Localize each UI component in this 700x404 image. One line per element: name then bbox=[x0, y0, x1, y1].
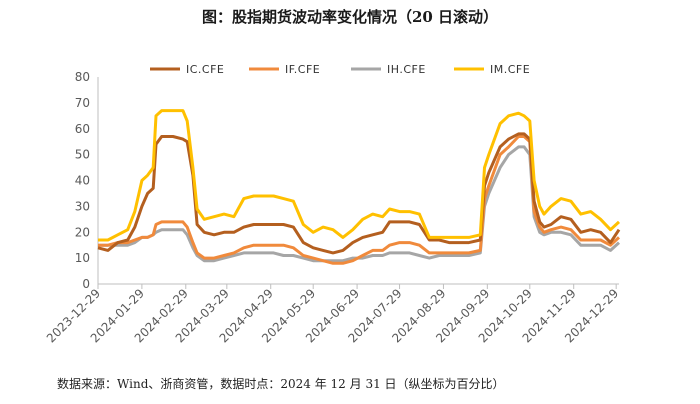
y-axis: 0 10 20 30 40 50 60 70 80 bbox=[75, 70, 99, 291]
legend-label: IC.CFE bbox=[186, 63, 224, 76]
plot-area bbox=[97, 109, 621, 265]
y-tick-label: 0 bbox=[82, 277, 90, 291]
legend: IC.CFE IF.CFE IH.CFE IM.CFE bbox=[150, 63, 530, 76]
legend-label: IM.CFE bbox=[490, 63, 530, 76]
legend-label: IF.CFE bbox=[285, 63, 320, 76]
y-tick-label: 70 bbox=[75, 96, 90, 110]
legend-label: IH.CFE bbox=[387, 63, 426, 76]
y-tick-label: 30 bbox=[75, 199, 90, 213]
series-line-if-cfe bbox=[98, 135, 621, 265]
chart-title: 图：股指期货波动率变化情况（20 日滚动） bbox=[201, 8, 499, 26]
series-line-ih-cfe bbox=[98, 145, 621, 263]
y-tick-label: 10 bbox=[75, 251, 90, 265]
x-axis: 2023-12-292024-01-292024-02-292024-03-29… bbox=[44, 283, 621, 345]
y-tick-label: 80 bbox=[75, 70, 90, 84]
series-line-ic-cfe bbox=[97, 132, 621, 255]
series-line-im-cfe bbox=[98, 109, 621, 242]
y-tick-label: 60 bbox=[75, 122, 90, 136]
y-tick-label: 40 bbox=[75, 174, 90, 188]
y-tick-label: 20 bbox=[75, 225, 90, 239]
source-note: 数据来源：Wind、浙商资管，数据时点：2024 年 12 月 31 日（纵坐标… bbox=[57, 377, 505, 391]
y-tick-label: 50 bbox=[75, 148, 90, 162]
